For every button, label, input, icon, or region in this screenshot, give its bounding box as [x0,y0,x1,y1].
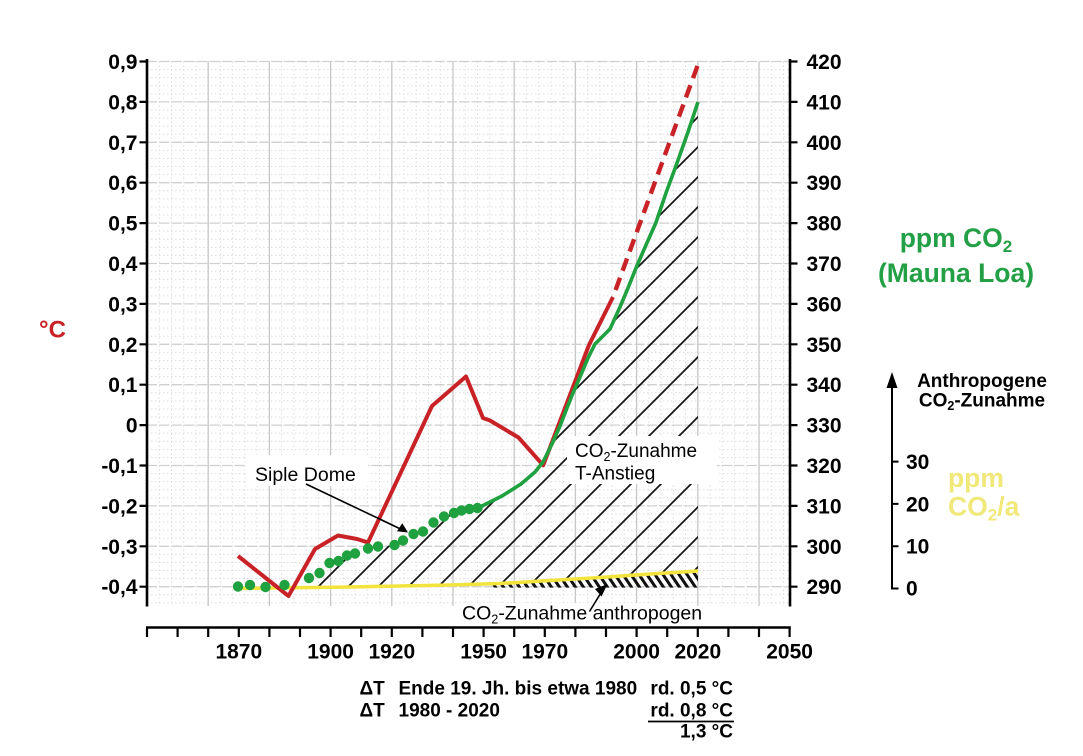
svg-text:1,3 °C: 1,3 °C [680,722,733,743]
svg-text:rd. 0,8 °C: rd. 0,8 °C [650,701,733,722]
svg-text:370: 370 [807,253,842,276]
svg-text:-0,2: -0,2 [101,495,137,518]
svg-text:ppm CO2: ppm CO2 [900,223,1013,256]
svg-text:410: 410 [807,91,842,114]
svg-text:0,9: 0,9 [108,51,137,74]
svg-text:340: 340 [807,374,842,397]
svg-text:T-Anstieg: T-Anstieg [575,464,655,485]
svg-text:0,4: 0,4 [108,253,138,276]
svg-text:310: 310 [807,495,842,518]
svg-text:2000: 2000 [613,641,660,664]
svg-text:1950: 1950 [460,641,507,664]
svg-text:-0,1: -0,1 [101,455,138,478]
svg-text:CO2-Zunahme anthropogen: CO2-Zunahme anthropogen [462,603,702,627]
svg-text:°C: °C [39,317,66,344]
svg-text:0,6: 0,6 [108,172,137,195]
svg-text:ΔT: ΔT [360,701,386,722]
svg-text:-0,3: -0,3 [101,536,137,559]
svg-text:30: 30 [906,451,929,474]
svg-text:1980 - 2020: 1980 - 2020 [399,701,500,722]
svg-text:380: 380 [807,213,842,236]
svg-text:Siple Dome: Siple Dome [255,464,356,486]
svg-text:CO2-Zunahme: CO2-Zunahme [575,441,697,464]
svg-text:0,8: 0,8 [108,91,138,114]
svg-text:1920: 1920 [368,641,415,664]
svg-text:CO2-Zunahme: CO2-Zunahme [919,391,1045,414]
svg-text:10: 10 [906,536,929,559]
svg-text:2020: 2020 [674,641,721,664]
svg-text:1970: 1970 [521,641,568,664]
svg-text:320: 320 [807,455,842,478]
svg-text:0: 0 [906,578,918,601]
svg-text:rd. 0,5 °C: rd. 0,5 °C [650,679,733,700]
svg-text:20: 20 [906,494,929,517]
svg-text:290: 290 [807,576,842,599]
svg-text:0,2: 0,2 [108,334,137,357]
svg-text:300: 300 [807,536,842,559]
svg-text:0,5: 0,5 [108,213,138,236]
svg-text:2050: 2050 [766,641,813,664]
svg-text:1900: 1900 [307,641,354,664]
svg-text:ΔT: ΔT [360,679,386,700]
svg-text:Anthropogene: Anthropogene [917,371,1047,392]
svg-text:CO2/a: CO2/a [948,492,1020,525]
svg-text:400: 400 [807,132,842,155]
svg-text:0,1: 0,1 [108,374,138,397]
svg-text:420: 420 [807,51,842,74]
svg-text:Ende 19. Jh. bis etwa 1980: Ende 19. Jh. bis etwa 1980 [399,679,638,700]
svg-text:ppm: ppm [948,463,1004,493]
svg-text:0,7: 0,7 [108,132,137,155]
svg-text:0,3: 0,3 [108,293,137,316]
svg-text:360: 360 [807,293,842,316]
svg-text:350: 350 [807,334,842,357]
svg-text:0: 0 [126,415,138,438]
svg-text:(Mauna Loa): (Mauna Loa) [878,258,1034,288]
svg-text:1870: 1870 [215,641,262,664]
svg-text:-0,4: -0,4 [101,576,138,599]
svg-text:330: 330 [807,415,842,438]
svg-text:390: 390 [807,172,842,195]
